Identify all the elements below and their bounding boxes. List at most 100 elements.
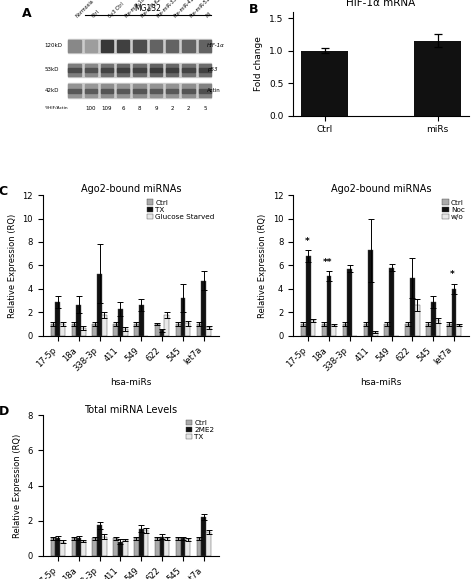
Bar <box>405 324 410 336</box>
Bar <box>60 324 65 336</box>
Bar <box>166 85 178 97</box>
Bar <box>182 68 195 72</box>
Bar <box>166 64 178 76</box>
Bar <box>150 85 162 97</box>
Text: 5: 5 <box>203 106 207 111</box>
Bar <box>68 68 81 72</box>
Bar <box>139 305 144 336</box>
Bar <box>327 276 331 336</box>
Bar <box>134 64 146 76</box>
Bar <box>68 63 211 77</box>
Bar <box>55 538 60 556</box>
Bar <box>201 281 206 336</box>
Bar <box>92 324 97 336</box>
Bar <box>134 85 146 97</box>
Bar <box>150 68 162 72</box>
Title: Ago2-bound miRNAs: Ago2-bound miRNAs <box>331 184 431 195</box>
Bar <box>199 85 211 97</box>
Bar <box>197 538 201 556</box>
Bar <box>414 41 461 116</box>
Bar <box>117 68 129 72</box>
Text: C: C <box>0 185 8 198</box>
Bar <box>182 89 195 93</box>
Bar <box>84 89 97 93</box>
Text: 2: 2 <box>187 106 190 111</box>
Bar <box>84 68 97 72</box>
Title: Total miRNA Levels: Total miRNA Levels <box>84 405 177 415</box>
Bar <box>72 538 76 556</box>
Bar <box>117 64 129 76</box>
Bar <box>185 539 190 556</box>
Bar <box>150 64 162 76</box>
Bar <box>81 541 86 556</box>
Bar <box>81 328 86 336</box>
Bar <box>68 39 81 52</box>
Bar <box>102 537 107 556</box>
Bar <box>415 305 419 336</box>
Bar <box>310 320 315 336</box>
Text: Pre-miR-18a: Pre-miR-18a <box>123 0 148 19</box>
Bar <box>117 85 129 97</box>
Text: A: A <box>21 8 31 20</box>
Bar <box>447 324 452 336</box>
Text: 8: 8 <box>138 106 141 111</box>
Bar <box>389 267 394 336</box>
Bar <box>199 89 211 93</box>
Bar <box>331 325 336 336</box>
Bar <box>182 85 195 97</box>
Bar <box>343 324 347 336</box>
Bar <box>55 302 60 336</box>
Bar <box>118 542 123 556</box>
Text: HIF-1α: HIF-1α <box>207 43 224 49</box>
Bar <box>182 64 195 76</box>
Bar <box>347 269 352 336</box>
Text: Pre-miR-622: Pre-miR-622 <box>140 0 164 19</box>
Bar <box>113 324 118 336</box>
Legend: Ctrl, 2ME2, TX: Ctrl, 2ME2, TX <box>185 419 215 441</box>
Bar <box>301 324 306 336</box>
Bar <box>410 278 415 336</box>
Text: *: * <box>304 236 309 245</box>
Bar <box>92 538 97 556</box>
Text: 109: 109 <box>102 106 112 111</box>
Bar <box>102 314 107 336</box>
Text: All: All <box>205 11 213 19</box>
Bar <box>134 39 146 52</box>
Bar <box>206 328 211 336</box>
Bar <box>150 39 162 52</box>
Bar <box>160 537 164 556</box>
Text: p53: p53 <box>207 67 217 72</box>
Bar <box>182 39 195 52</box>
Bar <box>84 64 97 76</box>
Bar <box>101 89 113 93</box>
Bar <box>101 85 113 97</box>
Legend: Ctrl, TX, Glucose Starved: Ctrl, TX, Glucose Starved <box>146 199 215 221</box>
Bar <box>76 305 81 336</box>
Title: HIF-1α mRNA: HIF-1α mRNA <box>346 0 416 8</box>
Bar <box>84 85 97 97</box>
Y-axis label: Relative Expression (RQ): Relative Expression (RQ) <box>258 213 267 317</box>
Bar <box>199 64 211 76</box>
Bar <box>181 298 185 336</box>
Bar <box>166 68 178 72</box>
Bar <box>199 39 211 52</box>
Bar <box>364 324 368 336</box>
Text: MG132: MG132 <box>134 3 161 13</box>
Text: Cy3 Ctrl: Cy3 Ctrl <box>107 1 125 19</box>
Bar <box>166 89 178 93</box>
Text: **: ** <box>323 258 332 266</box>
Bar <box>68 64 81 76</box>
Bar <box>160 331 164 336</box>
X-axis label: hsa-miRs: hsa-miRs <box>110 379 152 387</box>
Bar <box>101 64 113 76</box>
Bar <box>301 50 348 116</box>
Text: D: D <box>0 405 9 419</box>
Bar <box>150 89 162 93</box>
Bar <box>166 39 178 52</box>
Text: 6: 6 <box>121 106 125 111</box>
Bar <box>123 329 128 336</box>
Bar <box>134 538 139 556</box>
Bar <box>384 324 389 336</box>
Bar <box>84 39 97 52</box>
Bar <box>155 324 160 336</box>
